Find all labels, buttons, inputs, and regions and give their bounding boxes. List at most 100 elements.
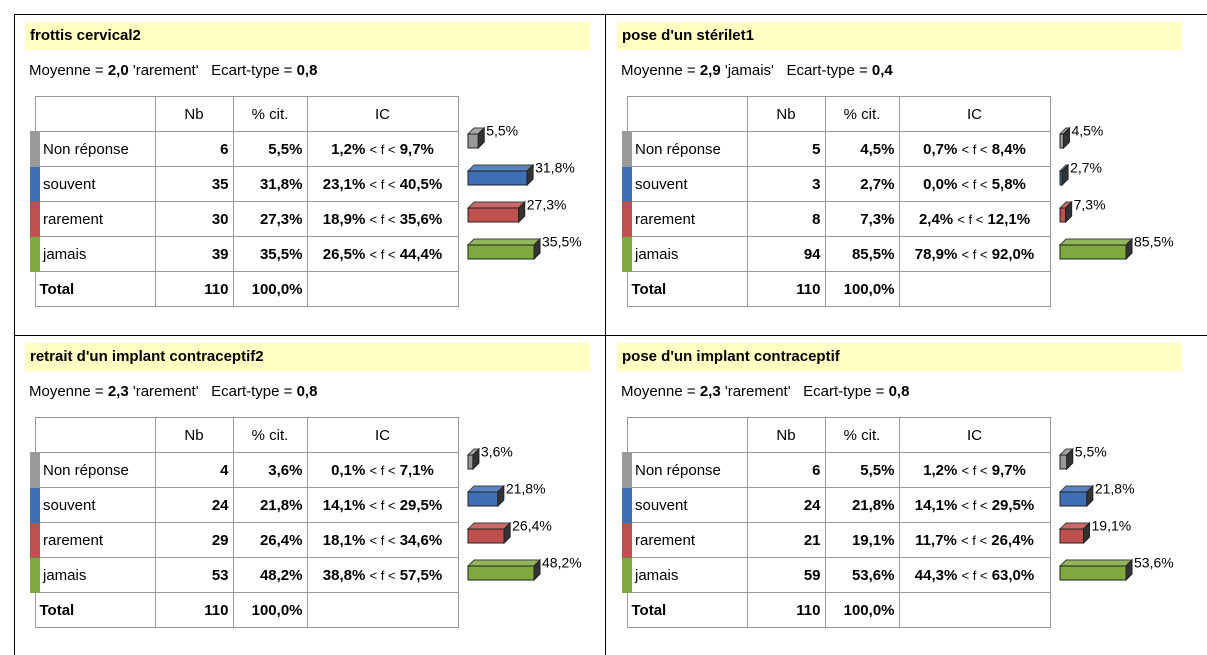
ic-high: 63,0% <box>991 566 1035 584</box>
header-row: Nb% cit. IC <box>34 417 459 453</box>
total-label: Total <box>626 271 748 307</box>
ic-high: 29,5% <box>991 496 1035 514</box>
bar-label: 21,8% <box>506 481 546 497</box>
header-cell: Nb <box>746 96 826 132</box>
bar-top <box>466 201 526 209</box>
sd-label: Ecart-type = <box>786 62 868 79</box>
total-nb: 110 <box>154 592 234 628</box>
bar <box>1058 237 1134 261</box>
nb-cell: 30 <box>154 201 234 237</box>
data-row: jamais 39 35,5% 26,5% < f < 44,4% <box>30 236 459 272</box>
bar-chart: 4,5% 2,7% 7,3% 85,5% <box>1058 126 1174 261</box>
data-row: souvent 35 31,8% 23,1% < f < 40,5% <box>30 166 459 202</box>
ic-sep: < f < <box>369 246 396 262</box>
ic-high: 7,1% <box>399 461 434 479</box>
ic-low: 38,8% <box>322 566 366 584</box>
data-row: jamais 53 48,2% 38,8% < f < 57,5% <box>30 557 459 593</box>
row-label: jamais <box>622 236 748 272</box>
bar <box>466 484 506 508</box>
ic-cell: 2,4% < f < 12,1% <box>898 201 1051 237</box>
bar-front <box>1059 454 1068 470</box>
bar-side <box>1066 447 1074 471</box>
mean-line: Moyenne = 2,3 'rarement' Ecart-type = 0,… <box>29 383 317 400</box>
total-pct: 100,0% <box>824 592 900 628</box>
ic-cell: 38,8% < f < 57,5% <box>306 557 459 593</box>
total-ic <box>898 592 1051 628</box>
ic-cell: 1,2% < f < 9,7% <box>306 131 459 167</box>
nb-cell: 24 <box>746 487 826 523</box>
bar-top <box>466 559 542 567</box>
pct-cell: 53,6% <box>824 557 900 593</box>
bar-chart: 3,6% 21,8% 26,4% 48,2% <box>466 447 582 582</box>
nb-cell: 3 <box>746 166 826 202</box>
nb-cell: 29 <box>154 522 234 558</box>
data-row: rarement 30 27,3% 18,9% < f < 35,6% <box>30 201 459 237</box>
bar-front <box>1059 565 1127 581</box>
ic-low: 0,1% <box>331 461 366 479</box>
bar-front <box>1059 244 1127 260</box>
header-cell: % cit. <box>824 96 900 132</box>
nb-cell: 53 <box>154 557 234 593</box>
bar-front <box>1059 491 1088 507</box>
header-row: Nb% cit. IC <box>626 417 1051 453</box>
header-cell: IC <box>306 417 459 453</box>
total-nb: 110 <box>154 271 234 307</box>
panel-title: pose d'un stérilet1 <box>617 22 1182 50</box>
ic-high: 26,4% <box>991 531 1034 549</box>
nb-cell: 8 <box>746 201 826 237</box>
row-label: rarement <box>622 201 748 237</box>
ic-sep: < f < <box>961 567 988 583</box>
mean-value: 2,0 <box>107 62 129 79</box>
data-row: souvent 24 21,8% 14,1% < f < 29,5% <box>622 487 1051 523</box>
bar-side <box>1086 484 1094 508</box>
bar <box>466 521 512 545</box>
mean-line: Moyenne = 2,3 'rarement' Ecart-type = 0,… <box>621 383 909 400</box>
bar-top <box>466 522 512 530</box>
header-cell: IC <box>306 96 459 132</box>
bar-label: 5,5% <box>486 126 518 139</box>
mean-label: Moyenne = <box>29 62 104 79</box>
nb-cell: 6 <box>154 131 234 167</box>
bar <box>1058 484 1095 508</box>
pct-cell: 31,8% <box>232 166 308 202</box>
pct-cell: 27,3% <box>232 201 308 237</box>
nb-cell: 4 <box>154 452 234 488</box>
stats-table: Nb% cit. IC Non réponse 6 5,5% 1,2% < f < 9,7… <box>30 96 459 307</box>
ic-low: 11,7% <box>915 531 957 549</box>
ic-high: 40,5% <box>399 175 443 193</box>
bar-label: 5,5% <box>1075 447 1107 460</box>
nb-cell: 21 <box>746 522 826 558</box>
frame-line <box>605 14 606 655</box>
row-label: jamais <box>30 236 156 272</box>
ic-sep: < f < <box>957 211 984 227</box>
bar <box>466 200 526 224</box>
ic-sep: < f < <box>369 462 396 478</box>
ic-high: 57,5% <box>399 566 443 584</box>
bar <box>1058 447 1074 471</box>
row-label: souvent <box>30 166 156 202</box>
bar-label: 35,5% <box>542 234 582 250</box>
data-row: Non réponse 6 5,5% 1,2% < f < 9,7% <box>622 452 1051 488</box>
ic-cell: 26,5% < f < 44,4% <box>306 236 459 272</box>
bar <box>466 126 486 150</box>
bar-side <box>1062 126 1070 150</box>
bar-side <box>533 237 541 261</box>
bar-top <box>466 164 535 172</box>
mean-label: Moyenne = <box>621 383 696 400</box>
header-cell: Nb <box>746 417 826 453</box>
sd-label: Ecart-type = <box>211 62 293 79</box>
panel: pose d'un implant contraceptif Moyenne = … <box>606 335 1198 655</box>
row-label: Non réponse <box>30 452 156 488</box>
bar-front <box>467 170 528 186</box>
mean-label: Moyenne = <box>621 62 696 79</box>
ic-sep: < f < <box>961 246 988 262</box>
ic-low: 2,4% <box>918 210 954 228</box>
header-cell <box>34 96 156 132</box>
ic-low: 78,9% <box>914 245 958 263</box>
bar <box>1058 200 1073 224</box>
ic-high: 9,7% <box>991 461 1026 479</box>
sd-label: Ecart-type = <box>803 383 885 400</box>
total-label: Total <box>34 271 156 307</box>
mean-mode: 'rarement' <box>132 62 199 79</box>
total-label: Total <box>626 592 748 628</box>
